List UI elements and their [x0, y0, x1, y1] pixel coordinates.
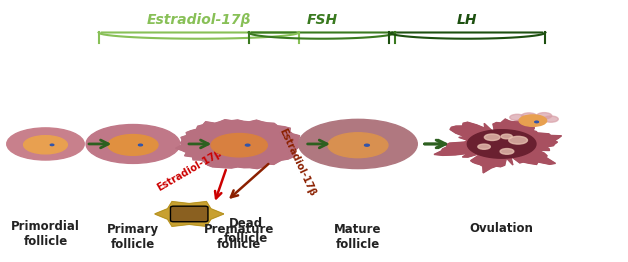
Circle shape [478, 144, 490, 149]
Circle shape [519, 115, 546, 126]
FancyArrowPatch shape [308, 140, 327, 148]
FancyArrowPatch shape [231, 164, 268, 197]
Text: Estradiol-17β: Estradiol-17β [146, 13, 251, 27]
Text: Primary
follicle: Primary follicle [107, 223, 159, 251]
Circle shape [7, 128, 84, 160]
Circle shape [501, 134, 512, 139]
Text: Ovulation: Ovulation [470, 222, 534, 235]
Circle shape [86, 124, 180, 163]
Text: Premature
follicle: Premature follicle [204, 223, 274, 251]
FancyArrowPatch shape [425, 140, 446, 148]
Polygon shape [467, 130, 536, 158]
Text: Mature
follicle: Mature follicle [334, 223, 382, 251]
Text: Estradiol-17β: Estradiol-17β [277, 127, 317, 198]
FancyArrowPatch shape [89, 140, 109, 148]
Circle shape [108, 135, 158, 155]
Text: LH: LH [457, 13, 477, 27]
Circle shape [24, 136, 67, 154]
Circle shape [543, 116, 558, 122]
Circle shape [509, 136, 528, 144]
Circle shape [364, 144, 369, 146]
Circle shape [328, 133, 388, 158]
FancyArrowPatch shape [189, 140, 208, 148]
FancyBboxPatch shape [170, 206, 208, 222]
Circle shape [510, 114, 525, 121]
Circle shape [535, 121, 538, 123]
Polygon shape [434, 118, 561, 173]
Text: Estradiol-17β: Estradiol-17β [155, 147, 224, 193]
Circle shape [246, 144, 250, 146]
Circle shape [298, 119, 417, 168]
Circle shape [211, 134, 268, 157]
Circle shape [537, 113, 552, 119]
Circle shape [521, 113, 536, 119]
Circle shape [500, 149, 514, 154]
FancyArrowPatch shape [425, 140, 444, 148]
Text: Primordial
follicle: Primordial follicle [11, 220, 80, 248]
Circle shape [484, 134, 500, 140]
Text: FSH: FSH [306, 13, 338, 27]
Circle shape [139, 144, 143, 146]
Polygon shape [155, 201, 224, 226]
FancyArrowPatch shape [215, 170, 226, 198]
Polygon shape [176, 120, 301, 169]
Circle shape [50, 144, 54, 146]
Text: Dead
follicle: Dead follicle [224, 217, 268, 244]
